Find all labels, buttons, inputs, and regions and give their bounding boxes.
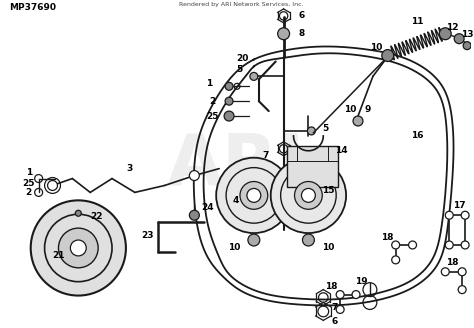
Circle shape [445,241,453,249]
Circle shape [461,241,469,249]
Circle shape [382,50,394,62]
Circle shape [190,171,199,180]
Circle shape [190,210,199,220]
Text: 17: 17 [453,201,465,210]
Text: 25: 25 [22,179,35,188]
Text: 4: 4 [233,196,239,205]
Text: 5: 5 [322,124,328,133]
Circle shape [302,234,314,246]
Circle shape [225,82,233,90]
Circle shape [352,291,360,298]
Circle shape [409,241,417,249]
Circle shape [301,189,315,202]
Text: 10: 10 [370,43,382,52]
Circle shape [47,180,57,191]
Bar [287,146,338,188]
Text: 7: 7 [331,303,337,312]
Text: 10: 10 [322,243,335,253]
Text: Rendered by ARI Network Services, Inc.: Rendered by ARI Network Services, Inc. [180,2,304,7]
Circle shape [58,228,98,268]
Text: MP37690: MP37690 [9,3,56,12]
Circle shape [70,240,86,256]
Text: 22: 22 [90,212,102,221]
Text: 15: 15 [322,186,335,195]
Text: 16: 16 [411,132,424,140]
Text: ARI: ARI [167,130,305,199]
Circle shape [463,42,471,50]
Text: 20: 20 [236,54,248,63]
Text: 21: 21 [52,251,65,260]
Circle shape [294,181,322,209]
Circle shape [250,72,258,80]
Circle shape [240,181,268,209]
Text: 24: 24 [201,203,214,212]
Circle shape [31,200,126,296]
Circle shape [75,210,81,216]
Text: 7: 7 [263,151,269,160]
Circle shape [392,256,400,264]
Circle shape [308,127,315,135]
Circle shape [336,305,344,314]
Text: 10: 10 [228,243,240,253]
Circle shape [454,34,464,44]
Circle shape [392,241,400,249]
Text: 6: 6 [298,11,305,20]
Text: 8: 8 [298,29,305,38]
Circle shape [216,158,292,233]
Text: 14: 14 [335,146,347,155]
Text: 23: 23 [141,231,154,239]
Circle shape [224,111,234,121]
Text: 18: 18 [446,258,458,267]
Text: 3: 3 [127,164,133,173]
Circle shape [445,211,453,219]
Text: 11: 11 [411,17,424,26]
Circle shape [247,189,261,202]
Text: 1: 1 [206,79,212,88]
Circle shape [441,268,449,276]
Circle shape [271,158,346,233]
Circle shape [353,116,363,126]
Circle shape [461,211,469,219]
Text: 25: 25 [206,112,219,121]
Circle shape [336,291,344,298]
Circle shape [278,28,290,40]
Circle shape [439,28,451,40]
Text: 6: 6 [331,317,337,326]
Text: 12: 12 [446,23,458,32]
Circle shape [458,286,466,294]
Text: 10: 10 [344,105,356,113]
Circle shape [248,234,260,246]
Text: 5: 5 [236,65,242,74]
Text: 2: 2 [209,97,215,106]
Text: 1: 1 [26,168,32,177]
Text: 9: 9 [365,105,371,113]
Text: 2: 2 [26,188,32,197]
Text: 19: 19 [355,277,367,286]
Text: 18: 18 [382,233,394,241]
Circle shape [225,97,233,105]
Text: 18: 18 [325,282,337,291]
Text: 13: 13 [461,30,474,39]
Circle shape [458,268,466,276]
